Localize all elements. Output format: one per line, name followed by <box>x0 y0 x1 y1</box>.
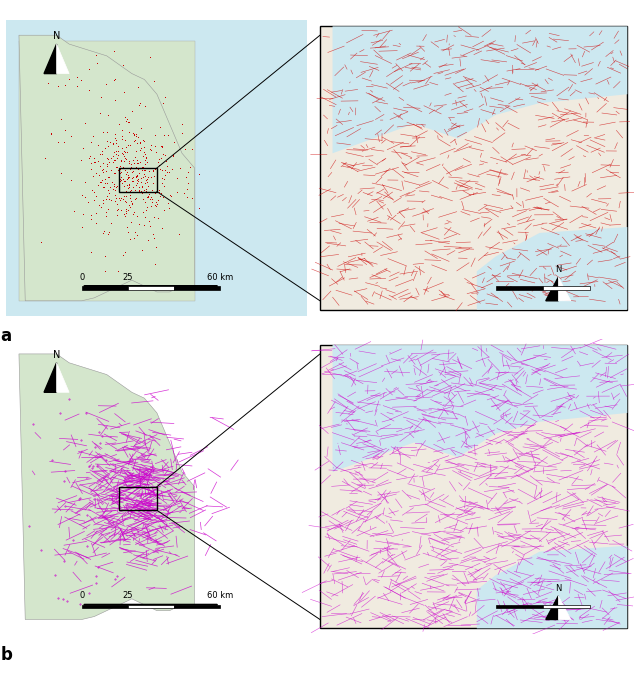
FancyBboxPatch shape <box>127 605 173 608</box>
Text: N: N <box>53 31 60 41</box>
Polygon shape <box>56 44 69 74</box>
FancyBboxPatch shape <box>543 286 589 290</box>
FancyBboxPatch shape <box>82 286 127 290</box>
Polygon shape <box>546 277 558 301</box>
Text: 1: 1 <box>540 591 545 600</box>
Text: 0: 0 <box>493 273 499 282</box>
Text: 25: 25 <box>122 273 133 282</box>
FancyBboxPatch shape <box>495 286 543 290</box>
FancyBboxPatch shape <box>320 27 627 310</box>
FancyBboxPatch shape <box>19 41 195 301</box>
FancyBboxPatch shape <box>6 20 307 316</box>
Polygon shape <box>44 363 56 392</box>
Polygon shape <box>333 345 627 472</box>
Bar <box>119 168 157 192</box>
Text: 2 km: 2 km <box>579 591 600 600</box>
Text: a: a <box>0 327 12 345</box>
Polygon shape <box>558 596 571 619</box>
Text: b: b <box>0 646 12 664</box>
FancyBboxPatch shape <box>320 345 627 628</box>
FancyBboxPatch shape <box>127 286 173 290</box>
Text: N: N <box>53 350 60 360</box>
Polygon shape <box>19 35 195 301</box>
Polygon shape <box>546 596 558 619</box>
Text: 0: 0 <box>79 591 84 600</box>
Polygon shape <box>333 27 627 153</box>
Text: 60 km: 60 km <box>207 273 233 282</box>
Text: 0: 0 <box>79 273 84 282</box>
Text: 0: 0 <box>493 591 499 600</box>
FancyBboxPatch shape <box>82 605 127 608</box>
FancyBboxPatch shape <box>173 286 220 290</box>
FancyBboxPatch shape <box>173 605 220 608</box>
FancyBboxPatch shape <box>495 605 543 608</box>
Text: 2 km: 2 km <box>579 273 600 282</box>
Text: 1: 1 <box>540 273 545 282</box>
FancyBboxPatch shape <box>543 605 589 608</box>
Polygon shape <box>558 277 571 301</box>
Polygon shape <box>477 227 627 310</box>
Text: N: N <box>555 265 561 274</box>
Polygon shape <box>56 363 69 392</box>
Bar <box>119 487 157 510</box>
Polygon shape <box>477 546 627 628</box>
Text: N: N <box>555 584 561 593</box>
Text: 25: 25 <box>122 591 133 600</box>
Text: 60 km: 60 km <box>207 591 233 600</box>
Polygon shape <box>44 44 56 74</box>
Polygon shape <box>19 354 195 619</box>
